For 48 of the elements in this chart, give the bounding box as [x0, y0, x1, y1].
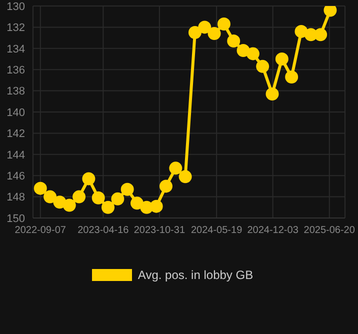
point: [188, 26, 202, 39]
y-tick-label: 138: [6, 86, 25, 98]
x-tick-label: 2023-10-31: [134, 225, 186, 236]
point: [198, 20, 212, 34]
point: [208, 27, 221, 40]
y-tick-label: 130: [6, 0, 25, 13]
point: [169, 162, 182, 175]
point: [256, 60, 270, 73]
x-tick-label: 2025-06-20: [304, 225, 356, 236]
point: [92, 191, 105, 204]
y-tick-label: 150: [6, 212, 25, 225]
point: [130, 196, 144, 210]
legend-label: Avg. pos. in lobby GB: [138, 268, 254, 282]
point: [82, 172, 96, 186]
point: [236, 44, 250, 58]
point: [53, 196, 66, 209]
point: [120, 182, 134, 196]
point: [246, 47, 260, 60]
point: [217, 18, 230, 31]
point: [275, 52, 288, 66]
point: [285, 70, 298, 84]
point: [62, 198, 76, 212]
x-tick-label: 2024-12-03: [247, 225, 299, 236]
y-tick-label: 134: [6, 43, 25, 56]
point: [140, 200, 154, 214]
point: [314, 28, 328, 42]
point: [44, 190, 57, 204]
point: [102, 200, 115, 214]
y-tick-label: 142: [6, 128, 25, 140]
point: [266, 87, 279, 100]
point: [150, 200, 163, 213]
x-tick-label: 2022-09-07: [14, 225, 66, 236]
y-tick-label: 140: [6, 106, 25, 119]
point: [34, 182, 47, 195]
y-tick-label: 148: [6, 192, 25, 204]
y-tick-label: 136: [6, 64, 25, 77]
point: [111, 192, 124, 206]
point: [324, 6, 337, 17]
point: [159, 180, 172, 193]
y-tick-label: 132: [6, 22, 25, 34]
point: [178, 170, 192, 184]
point: [72, 190, 86, 204]
point: [227, 34, 240, 48]
x-tick-label: 2023-04-16: [78, 225, 130, 236]
y-tick-label: 144: [6, 149, 25, 162]
point: [294, 24, 308, 38]
x-tick-label: 2024-05-19: [190, 225, 243, 236]
y-tick-label: 146: [6, 170, 25, 183]
